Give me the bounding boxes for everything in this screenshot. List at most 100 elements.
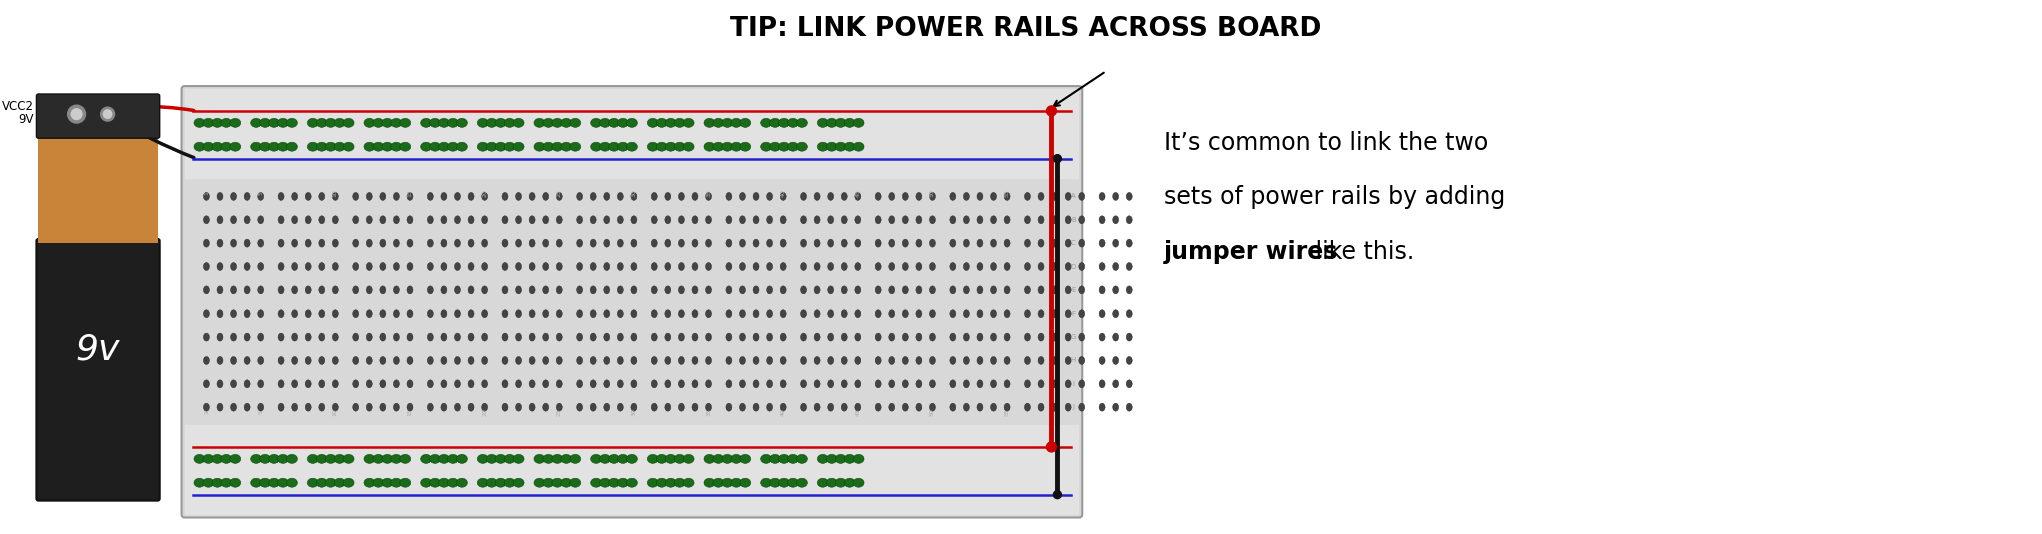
Ellipse shape (917, 380, 921, 388)
Ellipse shape (543, 454, 553, 464)
Text: 35: 35 (707, 408, 711, 416)
Ellipse shape (647, 119, 658, 127)
Ellipse shape (856, 286, 862, 294)
Ellipse shape (502, 310, 508, 318)
Ellipse shape (194, 454, 204, 464)
Ellipse shape (903, 263, 909, 271)
Ellipse shape (529, 239, 535, 247)
Ellipse shape (562, 142, 572, 151)
Ellipse shape (827, 478, 837, 487)
Ellipse shape (333, 357, 339, 364)
Ellipse shape (543, 310, 549, 318)
Ellipse shape (515, 333, 521, 341)
Text: jumper wires: jumper wires (1164, 240, 1338, 264)
Ellipse shape (468, 286, 474, 294)
Ellipse shape (800, 263, 807, 271)
Ellipse shape (343, 454, 353, 464)
Ellipse shape (513, 142, 525, 151)
Ellipse shape (390, 142, 402, 151)
Ellipse shape (780, 192, 786, 200)
Ellipse shape (827, 357, 833, 364)
Ellipse shape (1005, 192, 1011, 200)
Ellipse shape (856, 216, 862, 224)
Ellipse shape (555, 357, 562, 364)
Ellipse shape (333, 192, 339, 200)
Ellipse shape (976, 310, 982, 318)
Ellipse shape (800, 239, 807, 247)
Ellipse shape (502, 192, 508, 200)
Ellipse shape (380, 380, 386, 388)
Ellipse shape (202, 119, 214, 127)
Ellipse shape (325, 454, 337, 464)
Ellipse shape (204, 403, 210, 411)
Ellipse shape (707, 216, 711, 224)
Ellipse shape (1099, 263, 1105, 271)
Ellipse shape (447, 454, 459, 464)
Ellipse shape (1113, 403, 1119, 411)
Ellipse shape (486, 119, 496, 127)
Ellipse shape (929, 239, 935, 247)
Ellipse shape (647, 478, 658, 487)
Ellipse shape (964, 192, 970, 200)
Text: TIP: LINK POWER RAILS ACROSS BOARD: TIP: LINK POWER RAILS ACROSS BOARD (729, 17, 1321, 42)
Ellipse shape (529, 192, 535, 200)
Ellipse shape (739, 357, 745, 364)
Ellipse shape (457, 478, 468, 487)
Ellipse shape (827, 192, 833, 200)
Ellipse shape (486, 478, 496, 487)
Ellipse shape (394, 239, 400, 247)
Ellipse shape (778, 119, 790, 127)
Ellipse shape (590, 216, 596, 224)
Text: F: F (1072, 311, 1076, 317)
Ellipse shape (515, 286, 521, 294)
Ellipse shape (617, 310, 623, 318)
Ellipse shape (231, 286, 237, 294)
Ellipse shape (319, 216, 325, 224)
Ellipse shape (380, 310, 386, 318)
Ellipse shape (231, 310, 237, 318)
Ellipse shape (666, 478, 676, 487)
Ellipse shape (231, 333, 237, 341)
Ellipse shape (468, 403, 474, 411)
Ellipse shape (482, 333, 488, 341)
Ellipse shape (1099, 310, 1105, 318)
Ellipse shape (856, 403, 862, 411)
Text: VCC2: VCC2 (2, 100, 33, 113)
Ellipse shape (1127, 380, 1131, 388)
Ellipse shape (292, 310, 298, 318)
Ellipse shape (827, 216, 833, 224)
Ellipse shape (259, 119, 270, 127)
Ellipse shape (766, 286, 772, 294)
Ellipse shape (406, 239, 412, 247)
Ellipse shape (609, 454, 619, 464)
Ellipse shape (739, 310, 745, 318)
Ellipse shape (529, 403, 535, 411)
Ellipse shape (292, 263, 298, 271)
Ellipse shape (551, 119, 564, 127)
Ellipse shape (704, 454, 715, 464)
Ellipse shape (666, 310, 672, 318)
Ellipse shape (204, 286, 210, 294)
Ellipse shape (455, 239, 459, 247)
Ellipse shape (555, 239, 562, 247)
Ellipse shape (651, 403, 658, 411)
Ellipse shape (529, 286, 535, 294)
Ellipse shape (631, 192, 637, 200)
Ellipse shape (380, 239, 386, 247)
Ellipse shape (335, 454, 345, 464)
Ellipse shape (221, 454, 233, 464)
Ellipse shape (1066, 380, 1072, 388)
Ellipse shape (406, 333, 412, 341)
Ellipse shape (964, 333, 970, 341)
Ellipse shape (707, 380, 711, 388)
Ellipse shape (380, 216, 386, 224)
Ellipse shape (1127, 310, 1131, 318)
Ellipse shape (270, 478, 280, 487)
Ellipse shape (707, 403, 711, 411)
Ellipse shape (1052, 263, 1058, 271)
Ellipse shape (441, 216, 447, 224)
Ellipse shape (964, 380, 970, 388)
Ellipse shape (576, 310, 582, 318)
Text: 20: 20 (482, 408, 488, 416)
Ellipse shape (888, 286, 894, 294)
